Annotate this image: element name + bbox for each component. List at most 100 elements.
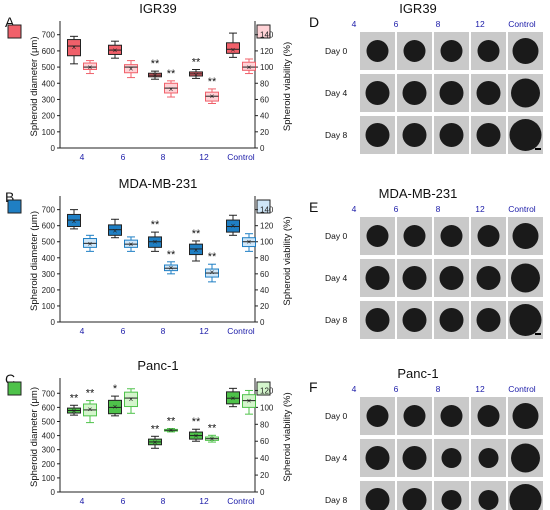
left-tick-label: 0 xyxy=(51,318,56,327)
spheroid xyxy=(402,308,427,332)
category-label: 12 xyxy=(199,152,209,162)
box-viability: × xyxy=(124,236,138,252)
box-body xyxy=(83,62,97,71)
spheroid xyxy=(439,308,464,332)
box-mean-marker: × xyxy=(88,239,93,248)
significance-marker: ** xyxy=(192,57,201,69)
right-tick-label: 120 xyxy=(260,47,274,56)
box-mean-marker: × xyxy=(210,268,215,277)
chart-title: IGR39 xyxy=(139,1,177,16)
category-label: 4 xyxy=(80,152,85,162)
panel-letter: C xyxy=(5,371,15,387)
box-mean-marker: × xyxy=(169,85,174,94)
legend-swatch-diameter xyxy=(7,24,22,39)
right-tick-label: 40 xyxy=(260,286,269,295)
box-diameter: ×** xyxy=(189,228,203,262)
right-tick-label: 20 xyxy=(260,302,269,311)
left-tick-label: 700 xyxy=(42,206,56,215)
chart-panel-a: A IGR39 0 100 200 300 400 500 600 700 0 20 40 60 80 100… xyxy=(5,1,293,162)
right-tick-label: 80 xyxy=(260,79,269,88)
spheroid xyxy=(365,123,390,147)
box-mean-marker: × xyxy=(88,405,93,414)
box-diameter: × xyxy=(67,209,81,230)
image-panel-e: E MDA-MB-231 4 6 8 12 Control Day 0 Day 4 Day 8 xyxy=(309,186,543,339)
box-mean-marker: × xyxy=(169,426,174,435)
spheroid xyxy=(509,304,542,336)
right-tick-label: 0 xyxy=(260,488,265,497)
right-tick-label: 60 xyxy=(260,95,269,104)
spheroid xyxy=(439,266,464,290)
chart-panel-c: C Panc-1 0 100 200 300 400 500 600 700 0 20 40 60 80 10… xyxy=(5,358,293,506)
spheroid xyxy=(402,488,427,510)
image-panel-title: MDA-MB-231 xyxy=(379,186,458,201)
left-tick-label: 200 xyxy=(42,286,56,295)
left-tick-label: 400 xyxy=(42,432,56,441)
left-tick-label: 700 xyxy=(42,389,56,398)
spheroid xyxy=(511,263,540,293)
left-axis-label: Spheroid diameter (μm) xyxy=(29,387,40,487)
right-tick-label: 60 xyxy=(260,437,269,446)
spheroid xyxy=(365,446,390,470)
box-mean-marker: × xyxy=(113,403,118,412)
left-axis-label: Spheroid diameter (μm) xyxy=(29,211,40,311)
spheroid xyxy=(440,40,463,62)
box-mean-marker: × xyxy=(72,406,77,415)
right-axis-label: Spheroid viability (%) xyxy=(282,42,293,131)
box-diameter: × xyxy=(108,40,122,59)
image-column-label: 12 xyxy=(475,19,485,29)
category-label: 6 xyxy=(121,326,126,336)
panel-letter: A xyxy=(5,14,15,30)
significance-marker: ** xyxy=(208,76,217,88)
box-body xyxy=(242,61,256,71)
significance-marker: ** xyxy=(208,422,217,434)
box-body xyxy=(67,39,81,57)
spheroid xyxy=(366,225,389,247)
image-row-label: Day 4 xyxy=(325,273,347,283)
box-mean-marker: × xyxy=(72,43,77,52)
spheroid xyxy=(478,448,499,468)
box-diameter: ×** xyxy=(189,57,203,79)
left-tick-label: 500 xyxy=(42,417,56,426)
significance-marker: ** xyxy=(151,423,160,435)
category-label: 4 xyxy=(80,496,85,506)
box-viability: × ** xyxy=(164,68,178,98)
left-tick-label: 200 xyxy=(42,112,56,121)
image-panel-title: IGR39 xyxy=(399,1,437,16)
spheroid xyxy=(512,403,539,429)
significance-marker: ** xyxy=(208,251,217,263)
spheroid xyxy=(403,40,426,62)
left-tick-label: 300 xyxy=(42,95,56,104)
image-panel-title: Panc-1 xyxy=(397,366,438,381)
right-axis-label: Spheroid viability (%) xyxy=(282,216,293,305)
right-tick-label: 20 xyxy=(260,471,269,480)
box-viability: × xyxy=(83,60,97,75)
panel-letter: F xyxy=(309,379,318,395)
spheroid xyxy=(366,40,389,62)
right-tick-label: 140 xyxy=(260,206,274,215)
image-row-label: Day 4 xyxy=(325,88,347,98)
significance-marker: * xyxy=(113,383,118,395)
box-viability: × xyxy=(124,388,138,414)
image-column-label: 8 xyxy=(436,19,441,29)
legend-swatch-diameter xyxy=(7,199,22,214)
category-label: Control xyxy=(227,496,255,506)
left-tick-label: 600 xyxy=(42,222,56,231)
panel-letter: B xyxy=(5,189,14,205)
category-label: 6 xyxy=(121,496,126,506)
right-tick-label: 80 xyxy=(260,254,269,263)
spheroid xyxy=(402,446,427,470)
left-tick-label: 0 xyxy=(51,488,56,497)
box-viability: × ** xyxy=(205,76,219,104)
image-column-label: 12 xyxy=(475,384,485,394)
image-column-label: 6 xyxy=(394,384,399,394)
box-diameter: × xyxy=(226,387,240,408)
right-tick-label: 20 xyxy=(260,128,269,137)
significance-marker: ** xyxy=(167,249,176,261)
significance-marker: ** xyxy=(151,219,160,231)
chart-title: MDA-MB-231 xyxy=(119,176,198,191)
chart-panel-b: B MDA-MB-231 0 100 200 300 400 500 600 700 0 20 40 60… xyxy=(5,176,293,336)
box-viability: × ** xyxy=(83,388,97,424)
right-tick-label: 100 xyxy=(260,403,274,412)
image-column-label: Control xyxy=(508,19,536,29)
panel-letter: E xyxy=(309,199,318,215)
